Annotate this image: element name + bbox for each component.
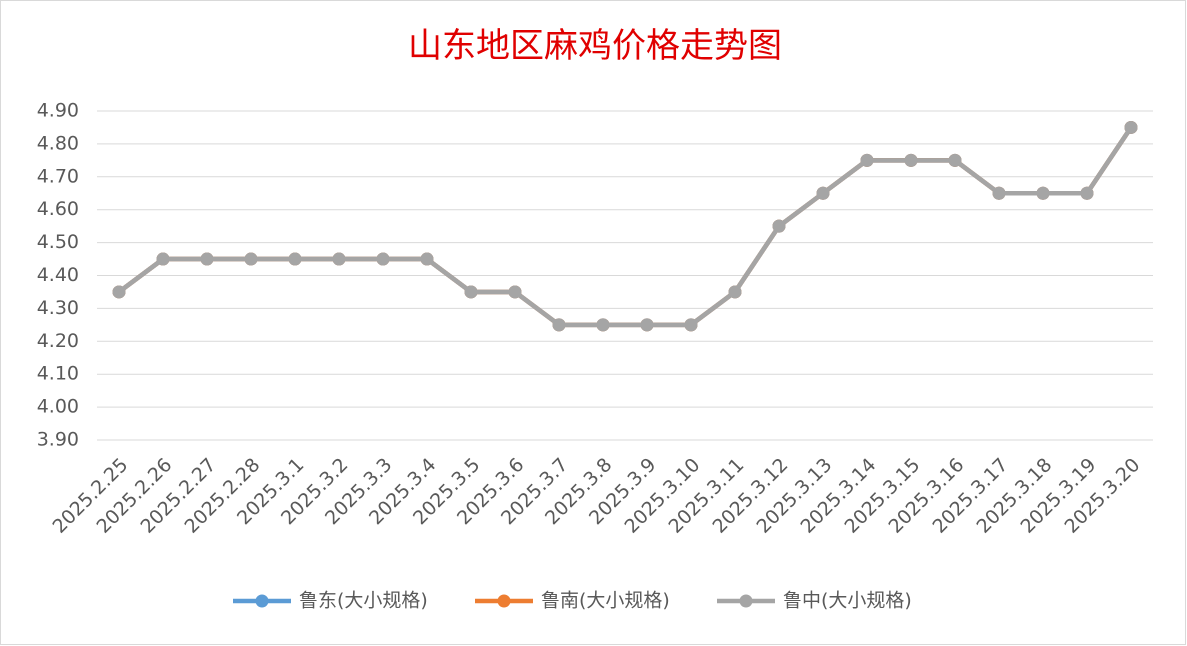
data-point — [860, 153, 874, 167]
data-point — [684, 318, 698, 332]
data-point — [288, 252, 302, 266]
y-tick-label: 4.50 — [37, 231, 79, 253]
data-point — [156, 252, 170, 266]
y-tick-label: 4.40 — [37, 264, 79, 286]
data-point — [728, 285, 742, 299]
y-tick-label: 4.90 — [37, 100, 79, 122]
legend-label: 鲁南(大小规格) — [541, 590, 670, 612]
y-tick-label: 4.10 — [37, 363, 79, 385]
data-point — [508, 285, 522, 299]
y-tick-label: 4.80 — [37, 132, 79, 154]
data-point — [112, 285, 126, 299]
data-point — [816, 186, 830, 200]
data-point — [376, 252, 390, 266]
legend-marker — [739, 594, 753, 608]
chart-title: 山东地区麻鸡价格走势图 — [408, 26, 782, 66]
data-point — [1080, 186, 1094, 200]
data-point — [1036, 186, 1050, 200]
y-tick-label: 3.90 — [37, 429, 79, 451]
data-point — [552, 318, 566, 332]
legend-label: 鲁东(大小规格) — [299, 590, 428, 612]
data-point — [420, 252, 434, 266]
y-tick-label: 4.00 — [37, 396, 79, 418]
legend-marker — [497, 594, 511, 608]
legend-label: 鲁中(大小规格) — [783, 590, 912, 612]
legend-marker — [255, 594, 269, 608]
y-tick-label: 4.20 — [37, 330, 79, 352]
data-point — [200, 252, 214, 266]
y-tick-label: 4.60 — [37, 198, 79, 220]
y-tick-label: 4.30 — [37, 297, 79, 319]
data-point — [948, 153, 962, 167]
data-point — [772, 219, 786, 233]
series-line — [117, 126, 1133, 328]
data-point — [992, 186, 1006, 200]
data-point — [332, 252, 346, 266]
data-point — [904, 153, 918, 167]
data-point — [640, 318, 654, 332]
data-point — [596, 318, 610, 332]
data-point — [464, 285, 478, 299]
data-point — [1124, 120, 1138, 134]
y-tick-label: 4.70 — [37, 165, 79, 187]
data-point — [244, 252, 258, 266]
